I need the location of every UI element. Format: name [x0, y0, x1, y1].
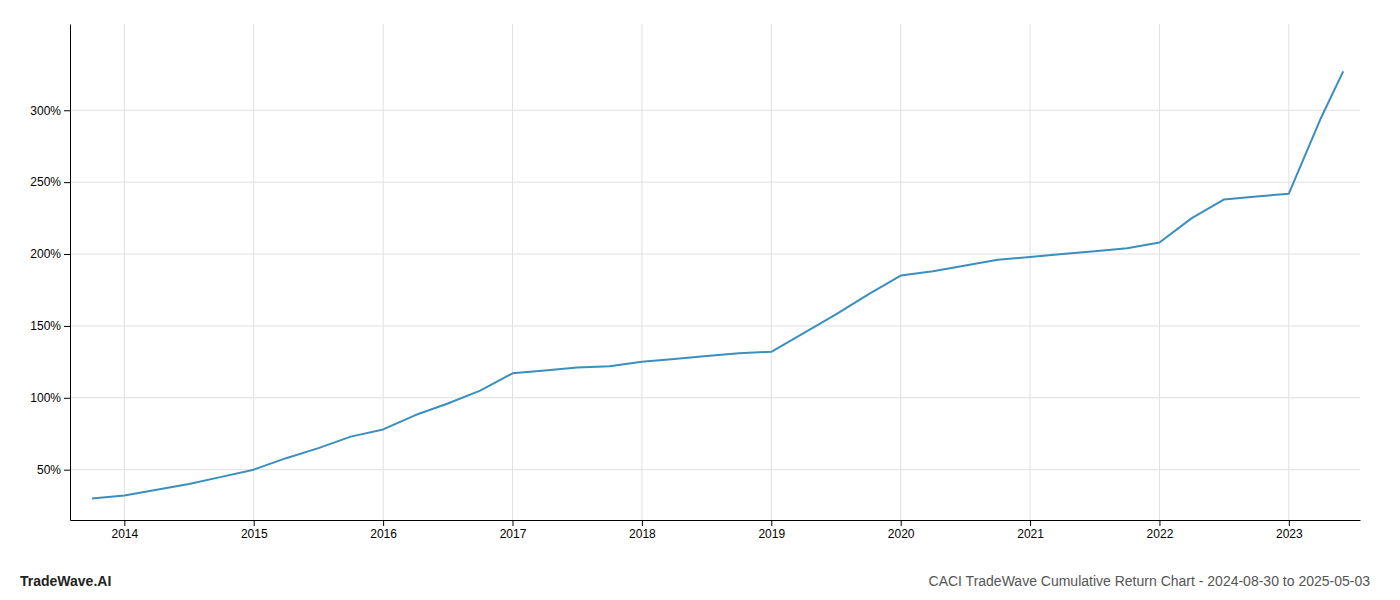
grid	[70, 24, 1360, 520]
tick: 200%	[30, 247, 70, 261]
tick-mark	[1289, 520, 1290, 526]
tick-mark	[1159, 520, 1160, 526]
tick-label: 2023	[1276, 527, 1303, 541]
tick-mark	[1030, 520, 1031, 526]
title: CACI TradeWave Cumulative Return Chart -…	[929, 573, 1371, 589]
grid-line-x	[383, 24, 384, 520]
grid-line-x	[1030, 24, 1031, 520]
plot-area: 2014 2015 2016 2017 2018 2019 2020 2021 2022 2023…	[30, 24, 1360, 541]
tick-label: 2014	[111, 527, 138, 541]
tick-label: 250%	[30, 175, 61, 189]
tick-label: 2021	[1017, 527, 1044, 541]
grid-line-x	[253, 24, 254, 520]
grid-line-x	[1288, 24, 1289, 520]
grid-line-x	[900, 24, 901, 520]
watermark: TradeWave.AI	[20, 573, 111, 589]
tick-mark	[64, 398, 70, 399]
tick-mark	[64, 326, 70, 327]
grid-line-y	[70, 110, 1360, 111]
tick: 250%	[30, 175, 70, 189]
tick-label: 100%	[30, 391, 61, 405]
tick-mark	[513, 520, 514, 526]
tick-mark	[64, 470, 70, 471]
tick: 2023	[1276, 520, 1303, 541]
grid-line-x	[1159, 24, 1160, 520]
y-axis: 50% 100% 150% 200% 250% 300%	[30, 25, 70, 521]
tick-mark	[254, 520, 255, 526]
tick: 100%	[30, 391, 70, 405]
tick-mark	[771, 520, 772, 526]
tick-label: 2019	[758, 527, 785, 541]
tick-label: 2017	[500, 527, 527, 541]
grid-line-y	[70, 397, 1360, 398]
tick-mark	[124, 520, 125, 526]
marks	[92, 71, 1343, 498]
tick-label: 2015	[241, 527, 268, 541]
tick-mark	[642, 520, 643, 526]
tick-mark	[901, 520, 902, 526]
tick-label: 2016	[370, 527, 397, 541]
tick-label: 50%	[37, 463, 61, 477]
tick-label: 300%	[30, 104, 61, 118]
tick: 150%	[30, 319, 70, 333]
tick-mark	[383, 520, 384, 526]
tick: 2017	[500, 520, 527, 541]
tick: 2020	[888, 520, 915, 541]
grid-line-x	[512, 24, 513, 520]
tick: 2015	[241, 520, 268, 541]
tick: 2019	[758, 520, 785, 541]
grid-line-x	[771, 24, 772, 520]
page: {"chart_data": {"type": "line", "title":…	[0, 0, 1400, 600]
tick: 2021	[1017, 520, 1044, 541]
tick-label: 2018	[629, 527, 656, 541]
axis-line	[70, 25, 71, 521]
tick-mark	[64, 110, 70, 111]
tick-label: 2020	[888, 527, 915, 541]
grid-line-y	[70, 254, 1360, 255]
tick: 300%	[30, 104, 70, 118]
tick-mark	[64, 182, 70, 183]
tick: 2014	[111, 520, 138, 541]
x-axis: 2014 2015 2016 2017 2018 2019 2020 2021 2022 2023	[71, 520, 1361, 541]
tick: 2016	[370, 520, 397, 541]
tick-label: 2022	[1147, 527, 1174, 541]
grid-line-x	[641, 24, 642, 520]
grid-line-y	[70, 325, 1360, 326]
chart-container: 2014 2015 2016 2017 2018 2019 2020 2021 2022 2023…	[0, 0, 1400, 600]
grid-line-y	[70, 182, 1360, 183]
chart-svg: 2014 2015 2016 2017 2018 2019 2020 2021 2022 2023…	[0, 0, 1400, 600]
tick-label: 150%	[30, 319, 61, 333]
tick: 2022	[1147, 520, 1174, 541]
tick: 2018	[629, 520, 656, 541]
axis-line	[71, 520, 1361, 521]
tick-label: 200%	[30, 247, 61, 261]
tick-mark	[64, 254, 70, 255]
grid-line-x	[124, 24, 125, 520]
line	[92, 71, 1343, 498]
grid-line-y	[70, 469, 1360, 470]
tick: 50%	[37, 463, 70, 477]
